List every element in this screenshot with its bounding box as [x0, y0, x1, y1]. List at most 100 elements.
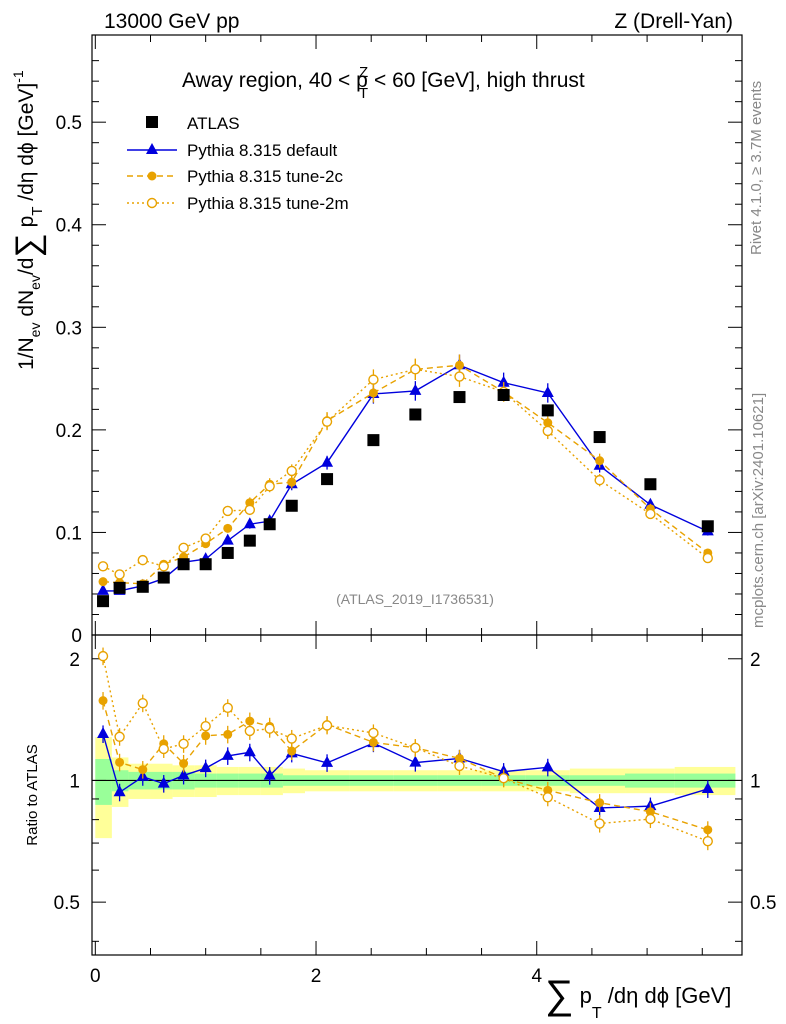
point-tune-2c [454, 360, 464, 370]
ratio-point-tune-2m [114, 731, 125, 742]
point-default [497, 375, 510, 387]
point-tune-2m [454, 371, 465, 382]
ratio-point-default [157, 776, 170, 788]
ratio-point-tune-2m [264, 723, 275, 734]
point-atlas [367, 434, 380, 447]
ratio-point-tune-2m [97, 650, 109, 662]
ratio-point-tune-2c [287, 746, 297, 756]
ratio-point-tune-2c [703, 825, 713, 835]
point-default [243, 517, 256, 529]
ratio-y-tick-label-left: 0.5 [54, 893, 80, 914]
ratio-point-default [221, 748, 234, 760]
ratio-point-tune-2c [245, 716, 255, 726]
point-tune-2c [368, 388, 378, 398]
legend-marker-tune-2c [147, 171, 157, 181]
point-tune-2c [245, 498, 255, 508]
legend-label-default: Pythia 8.315 default [187, 141, 338, 160]
legend-marker-atlas [146, 116, 158, 128]
ratio-y-tick-label-left: 1 [69, 771, 80, 792]
ratio-point-tune-2m [222, 702, 233, 714]
point-atlas [113, 581, 126, 594]
ratio-point-default [243, 745, 256, 757]
point-tune-2m [200, 533, 211, 544]
point-tune-2m [178, 542, 189, 554]
ratio-point-default [321, 755, 334, 767]
main-panel-series [97, 354, 714, 608]
legend-label-atlas: ATLAS [187, 114, 240, 133]
ratio-point-tune-2c [223, 729, 233, 739]
main-y-axis-label: 1/Nev dNev/d∑ pT /dη dϕ [GeV]-1 [9, 70, 47, 370]
legend: ATLAS Pythia 8.315 default Pythia 8.315 … [127, 114, 349, 213]
point-atlas [321, 473, 334, 486]
point-tune-2c [595, 456, 605, 466]
point-tune-2m [158, 561, 169, 572]
ratio-point-tune-2m [702, 835, 713, 847]
ratio-point-tune-2m [542, 792, 553, 803]
ratio-point-default [701, 781, 714, 793]
ratio-point-tune-2m [158, 743, 169, 755]
point-atlas [97, 595, 110, 608]
point-tune-2m [321, 416, 333, 427]
ratio-point-tune-2c [138, 765, 148, 775]
point-tune-2m [368, 374, 379, 385]
point-atlas [285, 499, 298, 512]
ratio-y-tick-label-right: 0.5 [750, 893, 776, 914]
x-tick-label: 4 [531, 966, 542, 987]
point-tune-2m [410, 364, 421, 375]
ratio-point-tune-2m [594, 818, 605, 829]
ratio-y-tick-label-right: 1 [750, 771, 761, 792]
plot-title: Away region, 40 < p TZ < 60 [GeV], high t… [182, 64, 585, 102]
ratio-y-tick-label-left: 2 [69, 650, 80, 671]
y-tick-label: 0.3 [56, 318, 82, 339]
ratio-point-tune-2m [321, 720, 333, 731]
ratio-line-tune-2c [102, 700, 709, 831]
point-atlas [263, 518, 276, 531]
series-line-tune-2c [102, 364, 709, 585]
ratio-point-tune-2m [286, 733, 297, 744]
ratio-point-default [409, 755, 422, 767]
x-axis-label: ∑ pT /dη dϕ [GeV] [545, 973, 731, 1022]
ratio-point-tune-2c [368, 737, 378, 747]
legend-label-tune-2c: Pythia 8.315 tune-2c [187, 167, 343, 186]
point-tune-2m [645, 508, 656, 520]
header-energy: 13000 GeV pp [104, 10, 239, 33]
legend-marker-default [146, 143, 158, 154]
point-tune-2m [114, 569, 125, 580]
ratio-panel-frame [91, 634, 743, 956]
x-tick-label: 2 [311, 966, 322, 987]
ratio-point-tune-2m [137, 697, 148, 709]
point-default [541, 385, 554, 397]
point-atlas [177, 558, 190, 571]
point-tune-2c [98, 577, 108, 587]
ratio-point-tune-2m [410, 742, 421, 753]
point-atlas [157, 571, 170, 584]
ratio-point-default [177, 768, 190, 780]
ratio-point-tune-2m [454, 760, 465, 772]
point-tune-2m [97, 561, 109, 572]
point-tune-2m [264, 481, 275, 492]
y-tick-label: 0 [71, 626, 82, 647]
ratio-point-default [263, 768, 276, 780]
ratio-point-tune-2m [498, 773, 509, 784]
ratio-point-default [97, 726, 110, 738]
point-atlas [221, 546, 234, 559]
ratio-point-tune-2c [98, 696, 108, 706]
point-tune-2m [286, 465, 297, 477]
point-tune-2m [594, 474, 605, 486]
point-tune-2m [137, 554, 148, 566]
point-atlas [541, 404, 554, 417]
ratio-point-default [113, 785, 126, 797]
legend-label-tune-2m: Pythia 8.315 tune-2m [187, 194, 349, 213]
ratio-point-default [199, 761, 212, 773]
point-default [97, 583, 110, 595]
legend-marker-tune-2m [146, 197, 158, 209]
point-tune-2c [223, 523, 233, 533]
y-tick-label: 0.2 [56, 421, 82, 442]
axis-ticks: 0 2 4 0 0.1 0.2 0.3 0.4 0.5 0.5 0.5 1 1 2 2 [54, 35, 776, 987]
point-atlas [409, 408, 422, 421]
point-tune-2m [542, 425, 553, 437]
point-atlas [453, 391, 466, 404]
rivet-version-label: Rivet 4.1.0, ≥ 3.7M events [748, 81, 765, 255]
green-band-bin [95, 758, 112, 805]
